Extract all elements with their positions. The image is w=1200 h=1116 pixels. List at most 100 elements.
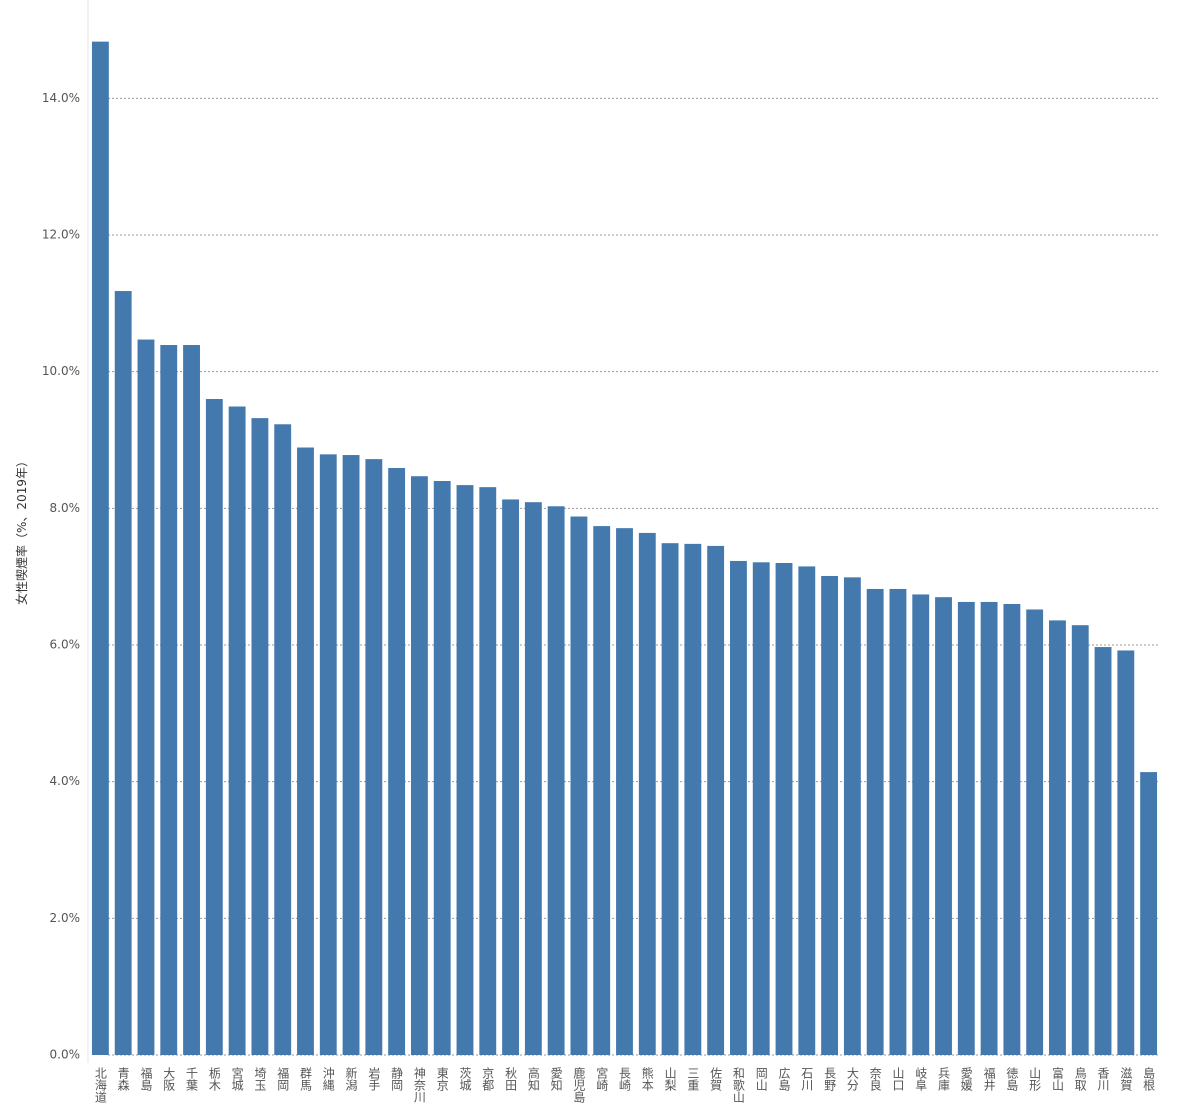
bar [388,468,406,1055]
x-tick-label: 青森 [116,1067,130,1091]
bar [1140,772,1158,1055]
bar [1049,620,1066,1055]
x-tick-label: 茨城 [458,1067,472,1092]
bar [638,532,656,1055]
x-tick-label: 東京 [435,1067,449,1092]
bar [205,399,223,1055]
bar [661,543,679,1055]
x-tick-label: 兵庫 [937,1067,951,1092]
y-tick-label: 10.0% [42,364,80,378]
bar [365,459,383,1056]
bar [319,454,337,1056]
x-tick-label: 鹿児島 [572,1066,586,1104]
bar [410,476,428,1055]
bar [1003,604,1021,1055]
x-tick-label: 熊本 [640,1066,654,1092]
x-tick-label: 埼玉 [253,1067,267,1091]
bar [707,545,725,1055]
x-tick-label: 神奈川 [412,1067,426,1103]
bar [91,41,109,1056]
x-tick-label: 山口 [891,1067,905,1091]
x-tick-label: 北海道 [93,1067,107,1103]
bar [1117,650,1135,1055]
bar [775,563,793,1055]
x-tick-label: 秋田 [504,1067,518,1091]
y-tick-label: 8.0% [50,501,81,515]
x-tick-label: 新潟 [344,1066,358,1091]
x-tick-label: 千葉 [185,1067,199,1091]
x-tick-label: 石川 [800,1067,814,1091]
y-tick-label: 12.0% [42,228,80,242]
x-tick-label: 和歌山 [731,1067,745,1103]
x-tick-label: 宮城 [230,1066,244,1092]
y-tick-label: 0.0% [50,1048,81,1062]
bar [866,588,884,1055]
bar [114,291,132,1055]
bar [798,566,816,1055]
x-tick-label: 大阪 [162,1067,176,1092]
x-tick-label: 徳島 [1005,1066,1019,1092]
x-tick-label: 富山 [1050,1066,1064,1091]
bar [456,485,474,1056]
bar [228,406,246,1055]
bar [593,526,611,1055]
y-tick-label: 4.0% [50,774,81,788]
bar [547,506,565,1055]
bar [684,543,702,1055]
bar [137,339,155,1055]
x-tick-label: 島根 [1142,1066,1156,1091]
x-tick-label: 山梨 [663,1067,677,1091]
y-tick-label: 6.0% [50,638,81,652]
x-tick-label: 長野 [823,1067,837,1091]
x-tick-label: 静岡 [390,1067,404,1091]
x-tick-label: 福井 [982,1066,996,1092]
bar [479,487,497,1055]
x-tick-label: 岩手 [367,1066,381,1091]
x-tick-label: 宮崎 [595,1066,609,1091]
x-tick-label: 三重 [686,1067,700,1091]
y-tick-label: 2.0% [50,911,81,925]
bar [980,601,998,1055]
x-tick-label: 京都 [481,1067,495,1091]
bar [160,345,178,1055]
bar [935,597,952,1055]
x-tick-label: 群馬 [298,1067,312,1092]
x-tick-label: 鳥取 [1073,1066,1087,1091]
bar [297,447,314,1055]
bar [524,502,542,1055]
bar [616,528,633,1055]
bar [912,594,930,1055]
bar [342,455,360,1055]
bar [1071,625,1089,1055]
bar [274,424,292,1055]
x-tick-label: 香川 [1096,1067,1110,1091]
x-tick-label: 佐賀 [709,1067,723,1092]
bar [957,601,975,1055]
x-tick-label: 長崎 [618,1067,632,1091]
bar [251,418,269,1056]
x-tick-label: 高知 [526,1066,540,1092]
x-tick-label: 愛知 [549,1067,563,1092]
x-tick-label: 沖縄 [321,1067,335,1091]
bar [821,575,839,1055]
bar [752,562,770,1055]
bar [502,499,519,1055]
x-tick-label: 福島 [139,1066,153,1092]
bar [183,345,200,1055]
x-tick-label: 岡山 [754,1067,768,1091]
bar [433,481,451,1055]
y-axis-title: 女性喫煙率（%、2019年） [14,455,29,605]
x-tick-label: 奈良 [868,1067,882,1092]
bar [730,560,747,1055]
x-tick-label: 広島 [777,1067,791,1092]
x-tick-label: 愛媛 [959,1067,973,1092]
x-tick-label: 栃木 [207,1067,221,1091]
bar [1094,647,1112,1055]
x-tick-label: 岐阜 [914,1067,928,1091]
bar [889,588,907,1055]
bar [570,516,588,1055]
x-tick-label: 福岡 [276,1066,290,1091]
x-tick-label: 大分 [845,1067,859,1092]
bar [843,577,861,1055]
